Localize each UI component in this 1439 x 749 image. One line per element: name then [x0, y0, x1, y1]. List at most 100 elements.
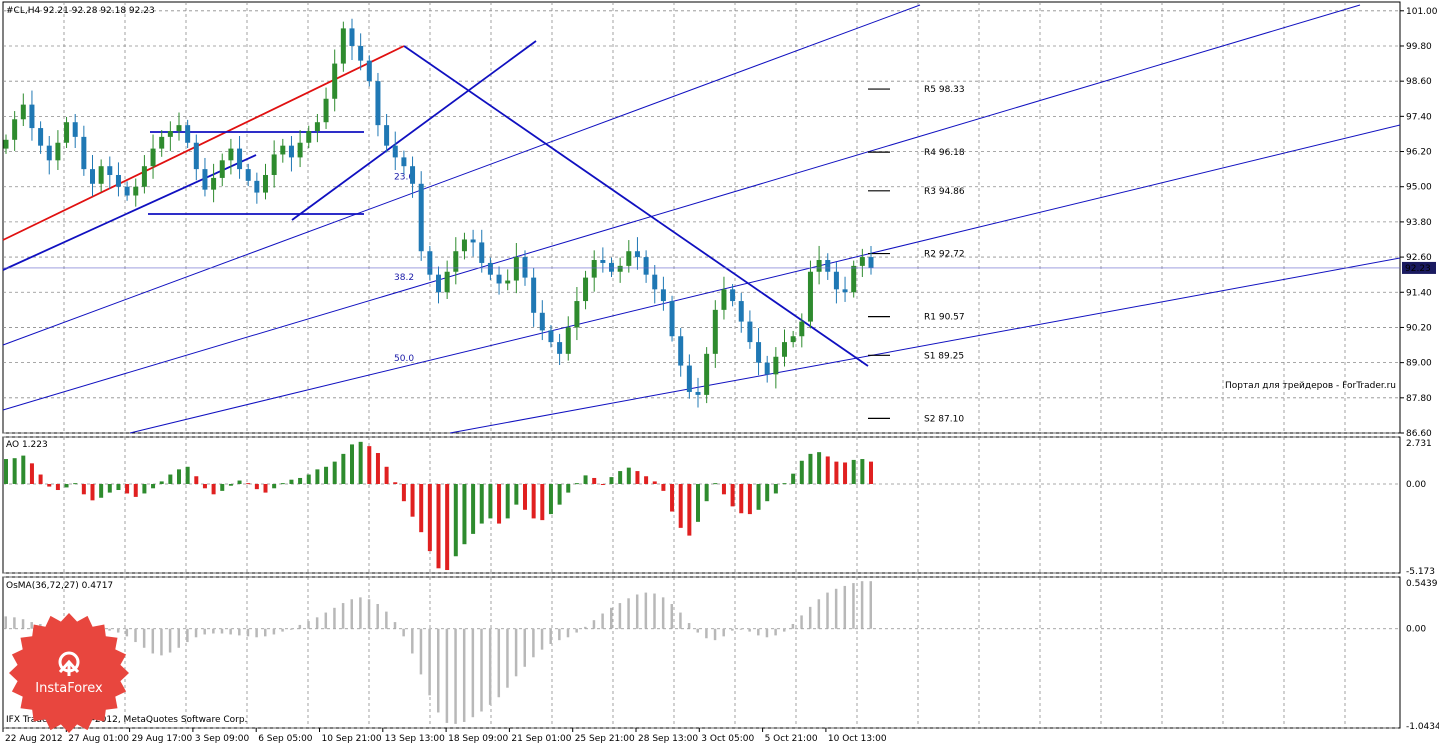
candle-body	[159, 136, 165, 149]
ao-bar	[635, 471, 640, 484]
osma-bar	[869, 581, 872, 629]
ao-bar	[401, 483, 406, 502]
ao-bar	[341, 453, 346, 484]
candle-body	[548, 330, 554, 343]
ao-bar	[644, 476, 649, 484]
candle-body	[271, 154, 277, 175]
candle-body	[574, 301, 580, 328]
candle-body	[851, 265, 857, 293]
osma-bar	[558, 628, 561, 641]
ao-bar	[151, 483, 156, 489]
ao-bar	[38, 474, 43, 484]
osma-bar	[134, 628, 137, 643]
candle-body	[816, 260, 822, 272]
ao-bar	[419, 483, 424, 533]
osma-bar	[610, 607, 613, 629]
ao-bar	[185, 466, 190, 484]
ao-bar	[574, 483, 579, 485]
ao-bar	[358, 441, 363, 484]
y-tick-label: 91.40	[1406, 288, 1432, 298]
pivot-level-label: R5 98.33	[924, 85, 965, 95]
candle-body	[185, 125, 191, 143]
osma-bar	[566, 628, 570, 638]
ao-bar	[730, 483, 735, 507]
osma-bar	[212, 628, 215, 634]
osma-bar	[116, 628, 120, 633]
osma-bar	[644, 592, 648, 629]
osma-bar	[523, 628, 526, 667]
osma-bar	[186, 628, 189, 643]
ao-bar	[125, 483, 130, 494]
candle-body	[634, 251, 640, 258]
candle-body	[219, 160, 225, 178]
osma-bar	[454, 628, 457, 724]
candle-body	[349, 28, 355, 46]
ao-bar	[497, 483, 502, 524]
osma-bar	[385, 611, 388, 629]
copyright-text: IFX Trader, © 2001-2012, MetaQuotes Soft…	[6, 715, 247, 725]
ao-bar	[479, 483, 484, 524]
x-tick-label: 10 Sep 21:00	[322, 734, 382, 744]
osma-tick-label: 0.00	[1406, 625, 1426, 635]
ao-bar	[661, 483, 666, 491]
candle-body	[790, 336, 796, 343]
candle-body	[193, 142, 199, 170]
candle-body	[141, 166, 147, 187]
x-tick-label: 3 Sep 09:00	[195, 734, 250, 744]
ao-bar	[324, 466, 329, 484]
osma-bar	[540, 628, 544, 650]
osma-bar	[592, 620, 596, 629]
candle-body	[669, 301, 675, 337]
candle-body	[773, 356, 779, 375]
ao-bar	[64, 483, 69, 488]
ao-bar	[471, 483, 476, 534]
candle-body	[280, 145, 286, 155]
osma-bar	[817, 599, 821, 629]
y-tick-label: 99.80	[1406, 42, 1432, 52]
fibo-level-label: 50.0	[394, 354, 414, 364]
ao-bar	[133, 483, 138, 497]
candle-body	[626, 251, 632, 266]
y-tick-label: 95.00	[1406, 183, 1432, 193]
pivot-level-label: S2 87.10	[924, 414, 964, 424]
candle-body	[721, 289, 727, 310]
ao-bar	[142, 483, 147, 494]
ao-bar	[159, 481, 164, 484]
ao-panel-frame	[2, 436, 1401, 574]
channel-line-2	[2, 4, 1361, 411]
candle-body	[522, 257, 528, 278]
instaforex-logo: InstaForex	[9, 613, 129, 733]
candle-body	[202, 169, 208, 190]
candle-body	[686, 365, 692, 392]
candle-body	[730, 289, 736, 302]
ao-bar	[557, 483, 562, 505]
osma-bar	[696, 628, 699, 633]
candle-body	[583, 277, 589, 302]
osma-bar	[177, 628, 180, 648]
osma-bar	[679, 612, 682, 629]
candle-body	[410, 166, 416, 184]
candle-body	[237, 148, 243, 170]
ao-bar	[29, 463, 34, 484]
osma-bar	[13, 617, 16, 629]
osma-bar	[255, 628, 258, 638]
ao-bar	[375, 453, 380, 484]
ao-bar	[825, 456, 830, 484]
ao-bar	[488, 483, 493, 519]
osma-bar	[722, 628, 725, 637]
ao-bar	[315, 469, 320, 484]
osma-bar	[4, 616, 7, 629]
osma-bar	[411, 628, 414, 654]
candle-body	[133, 186, 139, 196]
candle-body	[384, 125, 390, 146]
candle-body	[756, 342, 762, 363]
ao-bar	[453, 483, 458, 557]
candle-body	[401, 157, 407, 167]
candle-body	[90, 169, 95, 184]
x-tick-label: 27 Aug 01:00	[68, 734, 129, 744]
candle-body	[297, 142, 303, 158]
candle-body	[487, 262, 493, 275]
blue-trendline-falling	[403, 45, 869, 367]
